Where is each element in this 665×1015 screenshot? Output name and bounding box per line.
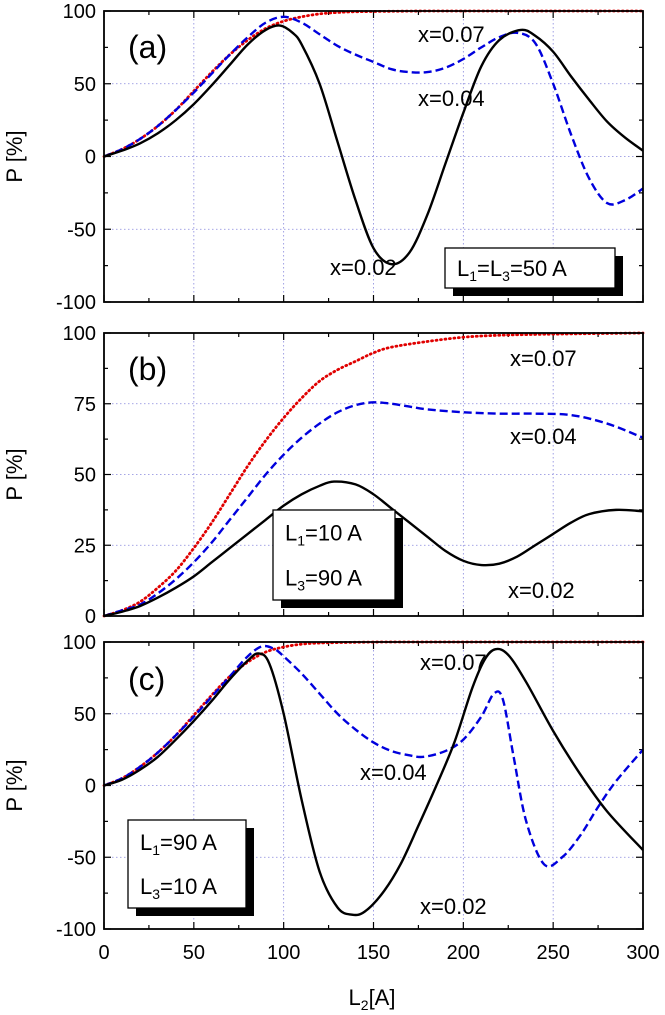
y-tick-label: 50 <box>74 465 96 487</box>
series-annotation: x=0.02 <box>330 255 397 280</box>
series-line-x004 <box>103 401 644 618</box>
panel-label: (b) <box>128 351 167 387</box>
legend-text: L1=10 A <box>285 521 362 549</box>
x-tick-label: 200 <box>447 942 480 964</box>
x-tick-label: 100 <box>267 942 300 964</box>
series-line-x004 <box>103 15 644 206</box>
y-tick-label: 75 <box>74 394 96 416</box>
series-line-x002 <box>103 24 644 266</box>
y-tick-label: 100 <box>63 1 96 23</box>
series-line-x004 <box>103 644 644 868</box>
series-annotation: x=0.07 <box>510 346 577 371</box>
legend-box <box>444 247 616 289</box>
x-tick-label: 300 <box>626 942 659 964</box>
series-annotation: x=0.04 <box>418 86 485 111</box>
plot-frame <box>103 10 644 303</box>
y-axis-label: P [%] <box>2 130 27 182</box>
series-line-x007 <box>102 331 645 618</box>
series-line-x002 <box>103 480 644 618</box>
y-tick-label: 100 <box>63 632 96 654</box>
y-tick-label: -100 <box>56 919 96 941</box>
x-tick-label: 50 <box>183 942 205 964</box>
y-tick-label: -50 <box>67 847 96 869</box>
y-tick-label: 50 <box>74 74 96 96</box>
y-tick-label: 25 <box>74 535 96 557</box>
x-tick-label: 150 <box>357 942 390 964</box>
plot-frame <box>103 332 644 617</box>
x-tick-label: 0 <box>98 942 109 964</box>
plot-frame <box>103 641 644 930</box>
panel-c: -100 -50 0 50 100 P [%] (c) x=0.07 x=0.04 x=0.02 L… <box>2 632 660 964</box>
y-tick-label: 50 <box>74 704 96 726</box>
y-tick-label: 0 <box>85 147 96 169</box>
y-tick-label: 100 <box>63 323 96 345</box>
panel-a: -100 -50 0 50 100 P [%] (a) x=0.07 x=0.04 x=0.02 L… <box>2 1 645 314</box>
panel-b: 0 25 50 75 100 P [%] (b) x=0.07 x=0.04 x=0.02 L1=1… <box>2 323 645 628</box>
legend-box <box>272 509 396 601</box>
y-tick-label: -100 <box>56 292 96 314</box>
series-annotation: x=0.02 <box>420 894 487 919</box>
series-annotation: x=0.07 <box>420 650 487 675</box>
series-annotation: x=0.04 <box>510 424 577 449</box>
y-tick-label: 0 <box>85 776 96 798</box>
panel-label: (c) <box>128 661 165 697</box>
y-tick-label: 0 <box>85 606 96 628</box>
legend-text: L3=90 A <box>285 566 362 594</box>
legend-text: L1=90 A <box>140 830 217 858</box>
y-tick-label: -50 <box>67 219 96 241</box>
legend-box <box>127 819 247 909</box>
series-annotation: x=0.07 <box>418 22 485 47</box>
x-axis-label: L2[A] <box>349 985 396 1013</box>
series-line-x002 <box>103 647 644 917</box>
legend-text: L3=10 A <box>140 874 217 902</box>
y-axis-label: P [%] <box>2 448 27 500</box>
legend-text: L1=L3=50 A <box>457 256 567 284</box>
x-tick-label: 250 <box>536 942 569 964</box>
panel-label: (a) <box>128 29 167 65</box>
series-annotation: x=0.02 <box>508 578 575 603</box>
y-axis-label: P [%] <box>2 759 27 811</box>
series-annotation: x=0.04 <box>360 760 427 785</box>
